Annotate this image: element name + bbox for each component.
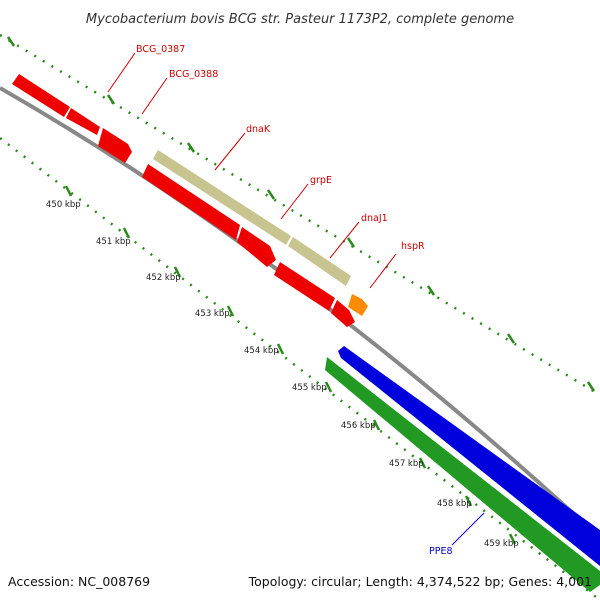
kbp-label: 455 kbp [292, 383, 327, 393]
kbp-label: 450 kbp [46, 200, 81, 210]
kbp-label: 452 kbp [146, 273, 181, 283]
gene-label-grpe: grpE [310, 175, 332, 186]
gene-arrow-unnamed[interactable] [331, 300, 355, 327]
gene-arrow-grpe[interactable] [288, 237, 351, 286]
gene-arrow-bcg-0387[interactable] [12, 74, 70, 117]
gene-label-bcg-0387: BCG_0387 [136, 44, 185, 55]
gene-label-callouts [107, 52, 485, 546]
map-title: Mycobacterium bovis BCG str. Pasteur 117… [86, 12, 514, 27]
kbp-label: 451 kbp [96, 237, 131, 247]
gene-label-dnaj1: dnaJ1 [361, 213, 388, 224]
gene-label-ppe8: PPE8 [429, 546, 453, 557]
gene-arrow-bcg-0388[interactable] [66, 108, 100, 135]
gene-label-dnak: dnaK [246, 124, 271, 135]
outer-tick-ruler [0, 33, 600, 397]
kbp-label: 454 kbp [244, 346, 279, 356]
kbp-label: 457 kbp [389, 459, 424, 469]
kbp-label: 458 kbp [437, 499, 472, 509]
inner-major-ticks [64, 185, 517, 545]
topology-summary-text: Topology: circular; Length: 4,374,522 bp… [248, 574, 592, 589]
gene-arrow-unnamed[interactable] [237, 227, 276, 267]
gene-arrow-dnaj1[interactable] [142, 164, 240, 240]
gene-label-bcg-0388: BCG_0388 [169, 69, 218, 80]
gene-arrow-dnak[interactable] [153, 150, 291, 245]
inner-tick-ruler [0, 137, 600, 600]
accession-text: Accession: NC_008769 [8, 574, 150, 589]
kbp-label: 453 kbp [195, 309, 230, 319]
gene-label-hspr: hspR [401, 241, 425, 252]
outer-major-ticks [6, 36, 596, 392]
gene-arrow-unnamed[interactable] [274, 262, 335, 311]
gene-arrow-unnamed[interactable] [98, 128, 132, 163]
kbp-label: 456 kbp [341, 421, 376, 431]
gene-arrow-hspr[interactable] [348, 294, 368, 316]
gene-arrow-blue[interactable] [338, 346, 600, 566]
kbp-label: 459 kbp [484, 539, 519, 549]
gene-arrow-ppe8[interactable] [325, 357, 600, 592]
